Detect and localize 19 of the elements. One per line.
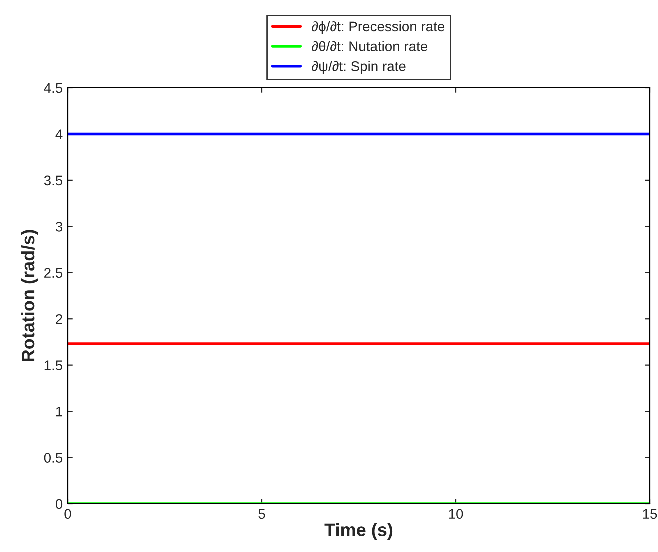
y-tick-label: 4.5 xyxy=(44,83,63,94)
x-tick-label: 10 xyxy=(449,509,464,520)
y-tick-label: 3.5 xyxy=(44,176,63,186)
y-tick-label: 0 xyxy=(56,499,63,510)
y-tick-label: 2.5 xyxy=(44,268,63,278)
x-axis-title: Time (s) xyxy=(324,523,393,540)
y-tick-label: 0.5 xyxy=(44,453,63,463)
y-tick-label: 3 xyxy=(56,222,63,232)
y-tick-label: 1 xyxy=(56,407,62,417)
x-tick-label: 15 xyxy=(643,509,658,520)
legend-label: ∂ϕ/∂t: Precession rate xyxy=(312,21,445,34)
y-tick-label: 2 xyxy=(56,314,62,324)
legend-label: ∂θ/∂t: Nutation rate xyxy=(312,41,428,52)
x-tick-label: 5 xyxy=(258,509,266,520)
y-tick-label: 4 xyxy=(56,130,63,140)
y-tick-label: 1.5 xyxy=(44,360,63,371)
y-axis-title: Rotation (rad/s) xyxy=(21,230,38,362)
legend-label: ∂ψ/∂t: Spin rate xyxy=(312,61,406,74)
x-tick-label: 0 xyxy=(64,509,72,520)
